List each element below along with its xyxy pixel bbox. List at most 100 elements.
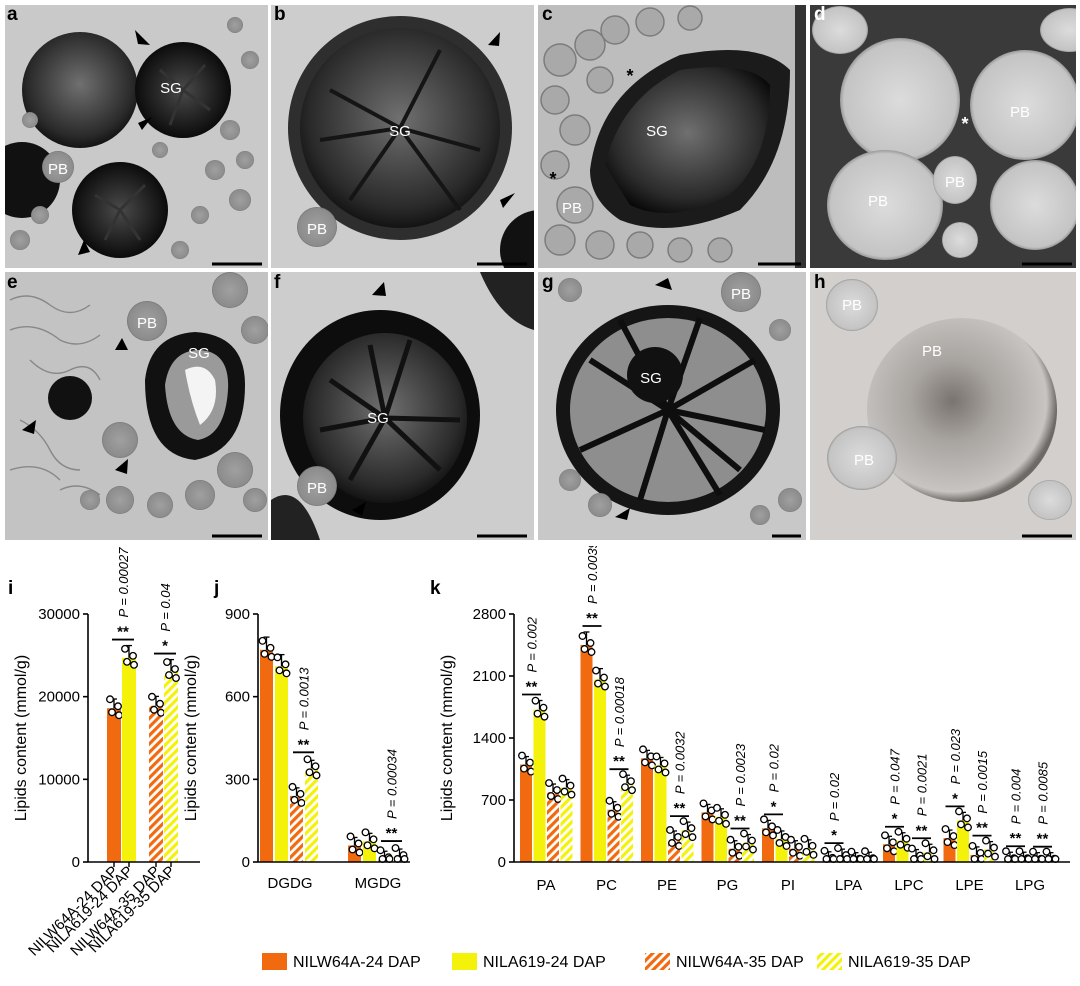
- chart-j-sig-0-p: P = 0.0013: [297, 667, 312, 731]
- legend-swatch-0: [262, 953, 287, 970]
- panel-label-j: j: [214, 578, 220, 599]
- chart-k-sig-11-p: P = 0.004: [1009, 769, 1024, 825]
- chart-j-ylabel: Lipids content (mmol/g): [183, 655, 200, 821]
- chart-k-sig-10-p: P = 0.0015: [975, 750, 990, 814]
- chart-k-sig-6-stars: *: [831, 827, 837, 844]
- legend-label-0: NILW64A-24 DAP: [293, 954, 421, 971]
- chart-i: 0 10000 20000 30000 Lipids content (mmol/g) *…: [13, 547, 200, 960]
- micrograph-label-h-2: PB: [854, 452, 874, 469]
- chart-k-sig-7-stars: *: [892, 811, 898, 828]
- chart-j-sig-1-p: P = 0.00034: [385, 749, 400, 819]
- chart-k-sig-1-stars: **: [586, 610, 598, 627]
- chart-k-bar-3-0: [701, 812, 714, 862]
- svg-text:*: *: [961, 114, 968, 134]
- panel-label-a: a: [7, 4, 18, 25]
- micrograph-label-c-0: SG: [646, 123, 668, 140]
- chart-i-sig-0-stars: **: [117, 624, 129, 641]
- chart-k-ylabel: Lipids content (mmol/g): [439, 655, 456, 821]
- micrograph-label-g-0: PB: [731, 286, 751, 303]
- chart-k-sig-3-stars: **: [674, 800, 686, 817]
- micrograph-label-f-1: PB: [307, 480, 327, 497]
- chart-k-sig-8-p: P = 0.0021: [915, 753, 930, 816]
- panel-label-f: f: [274, 272, 281, 293]
- legend-label-1: NILA619-24 DAP: [483, 954, 606, 971]
- chart-k-sig-11-stars: **: [1010, 830, 1022, 847]
- chart-k-bar-0-0: [520, 764, 532, 862]
- chart-j-sig-0-stars: **: [298, 736, 310, 753]
- chart-k-sig-1-p: P = 0.0039: [585, 546, 600, 604]
- chart-k-sig-9-p: P = 0.023: [948, 728, 963, 784]
- chart-j-ytick: 600: [225, 689, 250, 706]
- chart-k-xtick-1: PC: [596, 877, 617, 894]
- micrograph-d: [810, 5, 1076, 268]
- chart-i-sig-0-p: P = 0.00027: [116, 547, 131, 618]
- chart-i-ytick: 10000: [38, 771, 80, 788]
- micrograph-label-g-1: SG: [640, 370, 662, 387]
- chart-k-bar-0-2: [547, 792, 559, 862]
- chart-k-sig-0-p: P = 0.002: [525, 616, 540, 672]
- chart-j-xtick-1: MGDG: [355, 875, 402, 892]
- chart-j-sig-1-stars: **: [386, 825, 398, 842]
- legend: NILW64A-24 DAP NILA619-24 DAP NILW64A-35 D…: [262, 953, 971, 971]
- chart-j-ytick: 900: [225, 606, 250, 623]
- chart-k-sig-3-p: P = 0.0032: [673, 731, 688, 795]
- chart-j-ytick: 300: [225, 771, 250, 788]
- micrograph-label-d-1: PB: [945, 174, 965, 191]
- chart-i-bar-3: [164, 671, 178, 862]
- micrograph-label-d-0: PB: [1010, 104, 1030, 121]
- panel-label-i: i: [8, 578, 14, 599]
- chart-k-bar-0-1: [533, 709, 546, 862]
- micrograph-c: [538, 5, 806, 268]
- legend-swatch-1: [452, 953, 477, 970]
- micrograph-h: [810, 272, 1076, 540]
- chart-k-bar-3-1: [715, 816, 727, 862]
- chart-k-sig-12-p: P = 0.0085: [1036, 761, 1051, 825]
- chart-k-ytick: 0: [498, 854, 506, 871]
- legend-label-3: NILA619-35 DAP: [848, 954, 971, 971]
- chart-i-sig-1-p: P = 0.04: [158, 583, 173, 631]
- chart-k-sig-2-stars: **: [613, 753, 625, 770]
- micrograph-label-h-0: PB: [842, 297, 862, 314]
- chart-k: 0 700 1400 2100 2800 Lipids content (mmol/g) P…: [439, 546, 1070, 894]
- chart-j-xtick-0: DGDG: [268, 875, 313, 892]
- chart-k-sig-8-stars: **: [916, 822, 928, 839]
- chart-i-ytick: 30000: [38, 606, 80, 623]
- micrograph-label-d-2: PB: [868, 193, 888, 210]
- chart-k-xtick-0: PA: [537, 877, 556, 894]
- chart-k-xtick-4: PI: [781, 877, 795, 894]
- chart-j-bar-0-0: [260, 649, 273, 862]
- micrograph-label-c-1: PB: [562, 200, 582, 217]
- legend-label-2: NILW64A-35 DAP: [676, 954, 804, 971]
- chart-k-bar-2-1: [654, 765, 667, 862]
- chart-i-ytick: 20000: [38, 689, 80, 706]
- panel-label-b: b: [274, 4, 286, 25]
- chart-j-ytick: 0: [242, 854, 250, 871]
- panel-label-c: c: [542, 4, 553, 25]
- micrograph-g: [538, 272, 806, 540]
- chart-j-bar-0-3: [305, 768, 318, 862]
- micrograph-label-e-1: SG: [188, 345, 210, 362]
- chart-k-bar-7-1: [957, 820, 969, 862]
- chart-k-sig-2-p: P = 0.00018: [612, 676, 627, 747]
- panel-label-h: h: [814, 272, 826, 293]
- chart-k-bar-1-3: [621, 783, 633, 862]
- chart-i-ylabel: Lipids content (mmol/g): [13, 655, 30, 821]
- chart-k-ytick: 2800: [473, 606, 506, 623]
- chart-k-xtick-5: LPA: [835, 877, 862, 894]
- chart-j-bar-0-2: [290, 795, 303, 862]
- chart-i-bar-2: [149, 705, 163, 862]
- chart-i-ytick: 0: [72, 854, 80, 871]
- micrograph-label-e-0: PB: [137, 315, 157, 332]
- micrograph-label-b-0: SG: [389, 123, 411, 140]
- micrograph-e: [5, 272, 268, 540]
- panel-label-g: g: [542, 272, 554, 293]
- micrograph-label-a-0: SG: [160, 80, 182, 97]
- chart-k-bar-0-3: [560, 787, 573, 862]
- chart-j: 0 300 600 900 Lipids content (mmol/g) DGDG MGD…: [183, 606, 410, 892]
- chart-k-ytick: 2100: [473, 668, 506, 685]
- chart-k-sig-10-stars: **: [976, 820, 988, 837]
- panel-label-e: e: [7, 272, 18, 293]
- micrograph-b: [271, 5, 534, 268]
- chart-k-xtick-3: PG: [717, 877, 739, 894]
